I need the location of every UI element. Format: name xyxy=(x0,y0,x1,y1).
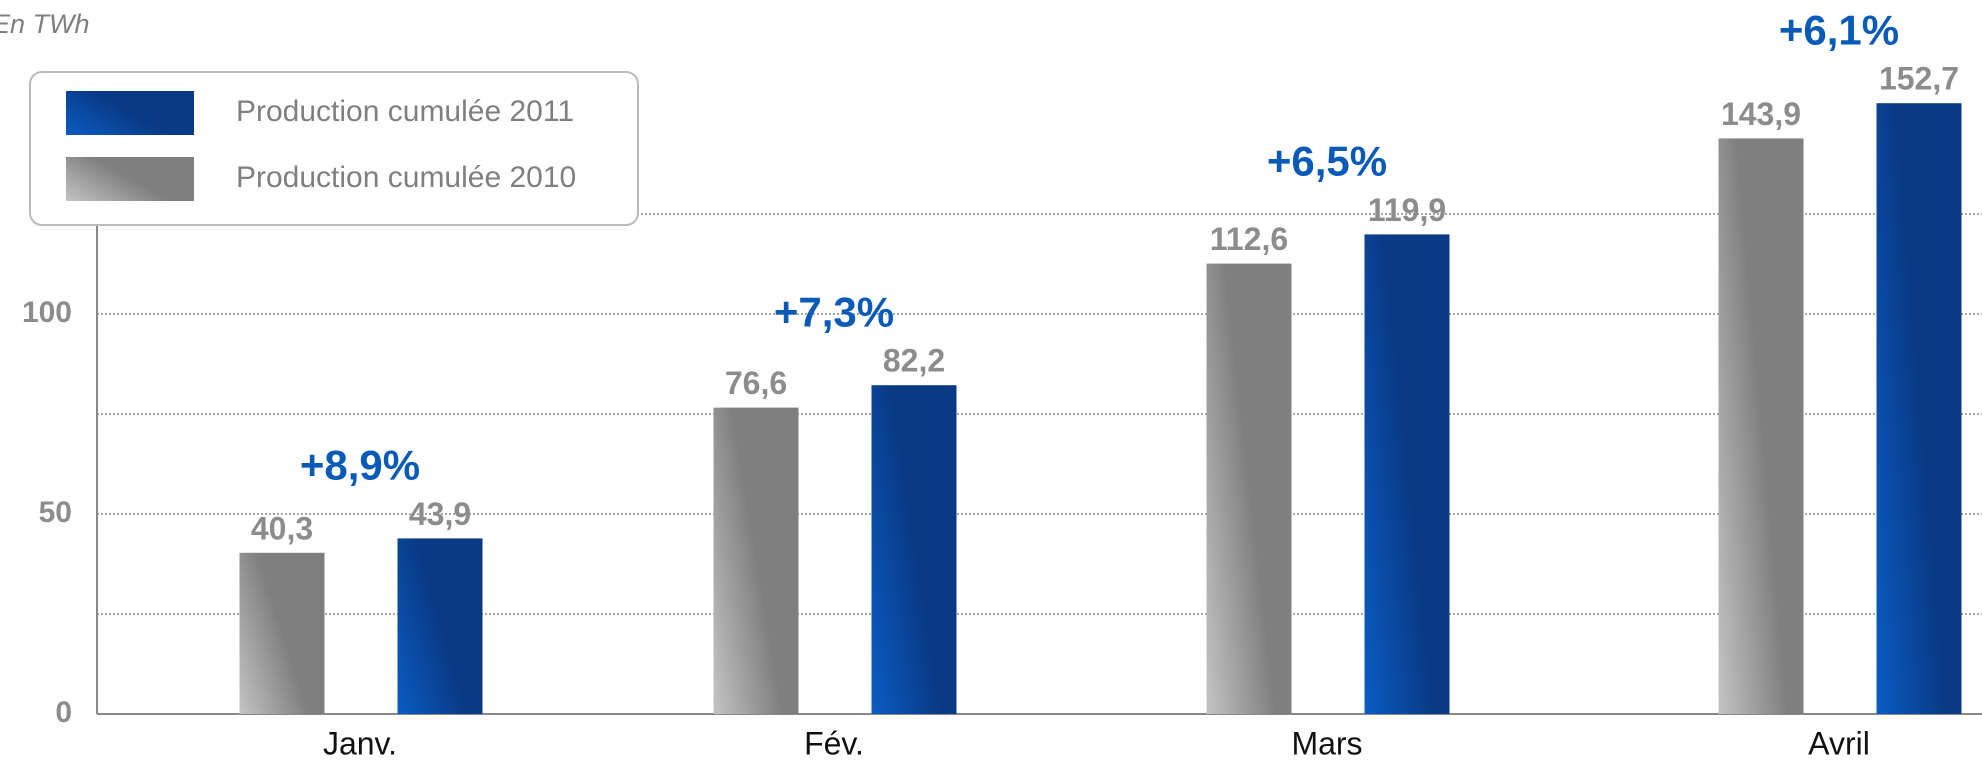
annotation: +6,1% xyxy=(1779,6,1899,53)
annotation: +8,9% xyxy=(300,441,420,488)
x-tick-label: Fév. xyxy=(804,725,864,761)
data-label: 43,9 xyxy=(409,496,471,532)
data-label: 76,6 xyxy=(725,365,787,401)
y-tick-label: 50 xyxy=(39,496,72,529)
bar xyxy=(713,407,799,714)
y-tick-label: 100 xyxy=(22,296,72,329)
bar xyxy=(871,385,957,714)
legend-label: Production cumulée 2011 xyxy=(236,95,574,128)
data-label: 112,6 xyxy=(1210,221,1288,257)
bar xyxy=(1364,234,1450,714)
legend-swatch xyxy=(66,157,194,201)
bar xyxy=(1206,263,1292,714)
x-tick-label: Avril xyxy=(1808,725,1870,761)
legend-swatch xyxy=(66,91,194,135)
bar xyxy=(397,538,483,714)
y-tick-label: 0 xyxy=(55,696,72,729)
y-unit-label: En TWh xyxy=(0,9,90,39)
data-label: 40,3 xyxy=(251,510,313,546)
x-tick-label: Mars xyxy=(1291,725,1362,761)
data-label: 119,9 xyxy=(1368,192,1446,228)
annotation: +7,3% xyxy=(774,288,894,335)
x-tick-label: Janv. xyxy=(323,725,397,761)
bar xyxy=(239,552,325,714)
legend-label: Production cumulée 2010 xyxy=(236,161,576,194)
data-label: 143,9 xyxy=(1721,96,1801,132)
data-label: 152,7 xyxy=(1879,61,1959,97)
data-label: 82,2 xyxy=(883,343,945,379)
bar xyxy=(1876,103,1962,714)
annotation: +6,5% xyxy=(1267,137,1387,184)
bar xyxy=(1718,138,1804,714)
